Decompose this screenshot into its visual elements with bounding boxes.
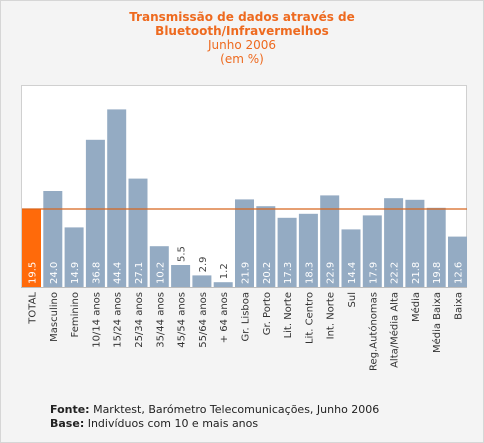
category-label: Baixa xyxy=(454,292,465,320)
base-label: Base: xyxy=(50,417,85,430)
value-label: 36.8 xyxy=(91,262,102,284)
value-label: 21.8 xyxy=(411,262,422,284)
value-label: 24.0 xyxy=(49,262,60,284)
bar xyxy=(85,139,105,287)
category-label: 55/64 anos xyxy=(198,292,209,348)
source-line: Fonte: Marktest, Barómetro Telecomunicaç… xyxy=(50,403,379,417)
bar-chart: 19.5 TOTAL 24.0 Masculino 14.9 Feminino 36.8 10… xyxy=(21,109,467,371)
value-label: 44.4 xyxy=(113,262,124,284)
bar xyxy=(426,207,446,287)
category-label: Gr. Porto xyxy=(262,292,273,335)
value-label: 27.1 xyxy=(134,262,145,284)
category-label: Gr. Lisboa xyxy=(241,292,252,341)
bar xyxy=(128,178,148,287)
category-label: Média Baixa xyxy=(431,292,443,353)
category-label: 10/14 anos xyxy=(91,292,102,348)
chart-footer: Fonte: Marktest, Barómetro Telecomunicaç… xyxy=(50,403,379,431)
category-label: 25/34 anos xyxy=(134,292,145,348)
value-label: 14.9 xyxy=(70,262,81,284)
bar xyxy=(320,195,340,287)
bar xyxy=(384,198,404,287)
bar xyxy=(448,236,467,287)
value-label: 21.9 xyxy=(241,262,252,284)
value-label: 2.9 xyxy=(198,256,209,272)
category-label: Lit. Norte xyxy=(283,292,294,338)
value-label: 5.5 xyxy=(177,246,188,262)
chart-title-block: Transmissão de dados através de Bluetoot… xyxy=(0,10,484,66)
category-label: Reg.Autónomas xyxy=(367,292,379,371)
value-label: 10.2 xyxy=(155,262,166,284)
bar xyxy=(43,191,63,287)
value-label: 18.3 xyxy=(304,262,315,284)
bar xyxy=(213,282,233,287)
bar xyxy=(341,229,361,287)
value-label: 22.2 xyxy=(390,262,401,284)
bar xyxy=(405,199,425,287)
value-label: 19.8 xyxy=(432,262,443,284)
chart-title-line-1: Transmissão de dados através de xyxy=(129,10,355,24)
bar xyxy=(235,199,254,287)
chart-unit: (em %) xyxy=(220,52,264,66)
value-label: 17.3 xyxy=(283,262,294,284)
category-label: + 64 anos xyxy=(219,292,230,343)
category-label: 45/54 anos xyxy=(177,292,188,348)
category-label: Feminino xyxy=(70,292,81,337)
bar xyxy=(64,227,84,287)
source-label: Fonte: xyxy=(50,403,90,416)
category-label: Masculino xyxy=(49,292,60,342)
bar xyxy=(22,209,41,287)
category-label: Alta/Média Alta xyxy=(389,292,401,368)
value-label: 20.2 xyxy=(262,262,273,284)
bar xyxy=(298,213,318,287)
value-label: 14.4 xyxy=(347,262,358,284)
value-label: 1.2 xyxy=(219,263,230,279)
category-label: 15/24 anos xyxy=(113,292,124,348)
value-label: 22.9 xyxy=(326,262,337,284)
bar xyxy=(256,206,276,287)
category-label: Sul xyxy=(347,292,358,307)
category-label: Média xyxy=(410,292,422,322)
value-label: 17.9 xyxy=(368,262,379,284)
bar xyxy=(192,275,212,287)
category-label: TOTAL xyxy=(28,292,39,325)
base-text: Indivíduos com 10 e mais anos xyxy=(87,417,259,430)
bar xyxy=(149,246,169,287)
source-text: Marktest, Barómetro Telecomunicações, Ju… xyxy=(93,403,380,416)
bar xyxy=(107,109,127,288)
chart-subtitle: Junho 2006 xyxy=(207,38,277,52)
category-label: Lit. Centro xyxy=(304,292,315,344)
category-label: Int. Norte xyxy=(326,292,337,339)
bar xyxy=(277,217,297,287)
bar xyxy=(362,215,382,287)
base-line: Base: Indivíduos com 10 e mais anos xyxy=(50,417,379,431)
value-label: 12.6 xyxy=(454,262,465,284)
category-label: 35/44 anos xyxy=(155,292,166,348)
value-label: 19.5 xyxy=(28,262,39,284)
bar xyxy=(171,265,191,287)
chart-title-line-2: Bluetooth/Infravermelhos xyxy=(155,24,329,38)
